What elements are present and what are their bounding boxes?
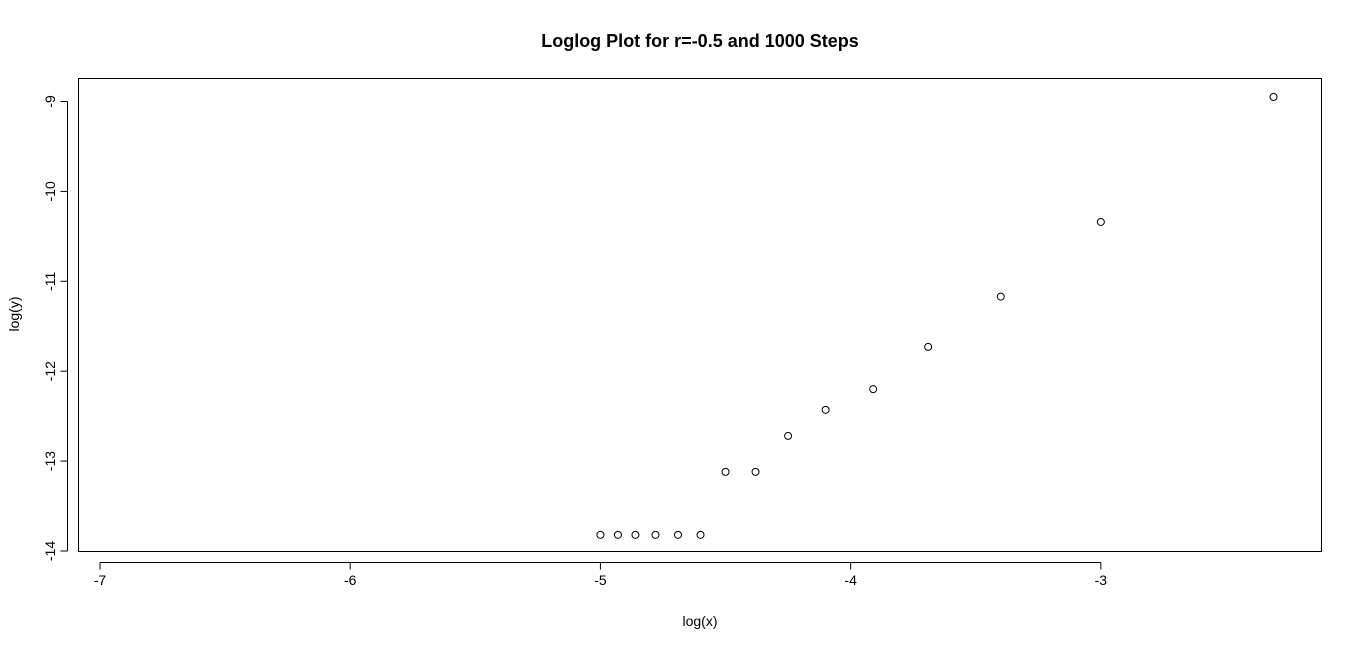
y-tick-label: -13 [42, 451, 58, 471]
data-point [751, 467, 760, 476]
y-tick-label: -11 [42, 271, 58, 290]
y-tick-label: -10 [42, 181, 58, 201]
data-point [613, 530, 622, 539]
x-tick-label: -6 [344, 572, 357, 588]
x-tick-label: -3 [1095, 572, 1108, 588]
data-point [596, 530, 605, 539]
x-tick-label: -7 [94, 572, 107, 588]
y-axis-label: log(y) [6, 296, 22, 331]
chart-title: Loglog Plot for r=-0.5 and 1000 Steps [541, 31, 859, 51]
data-point [721, 467, 730, 476]
y-axis: -14 -13 -12 -11 -10 -9 [42, 95, 68, 561]
x-axis: -7 -6 -5 -4 -3 [94, 562, 1108, 588]
x-tick-label: -5 [594, 572, 607, 588]
data-point [696, 530, 705, 539]
data-point [821, 405, 830, 414]
data-point [1269, 92, 1278, 101]
y-tick-label: -12 [42, 361, 58, 381]
data-point [924, 342, 933, 351]
y-tick-label: -9 [42, 95, 58, 108]
data-point [996, 292, 1005, 301]
y-tick-label: -14 [42, 541, 58, 561]
data-point [673, 530, 682, 539]
x-axis-label: log(x) [682, 613, 717, 629]
data-point [1096, 217, 1105, 226]
data-point [651, 530, 660, 539]
plot-frame [78, 78, 1322, 552]
x-tick-label: -4 [844, 572, 857, 588]
data-point [869, 385, 878, 394]
data-point [631, 530, 640, 539]
data-points [596, 92, 1278, 539]
data-point [784, 431, 793, 440]
